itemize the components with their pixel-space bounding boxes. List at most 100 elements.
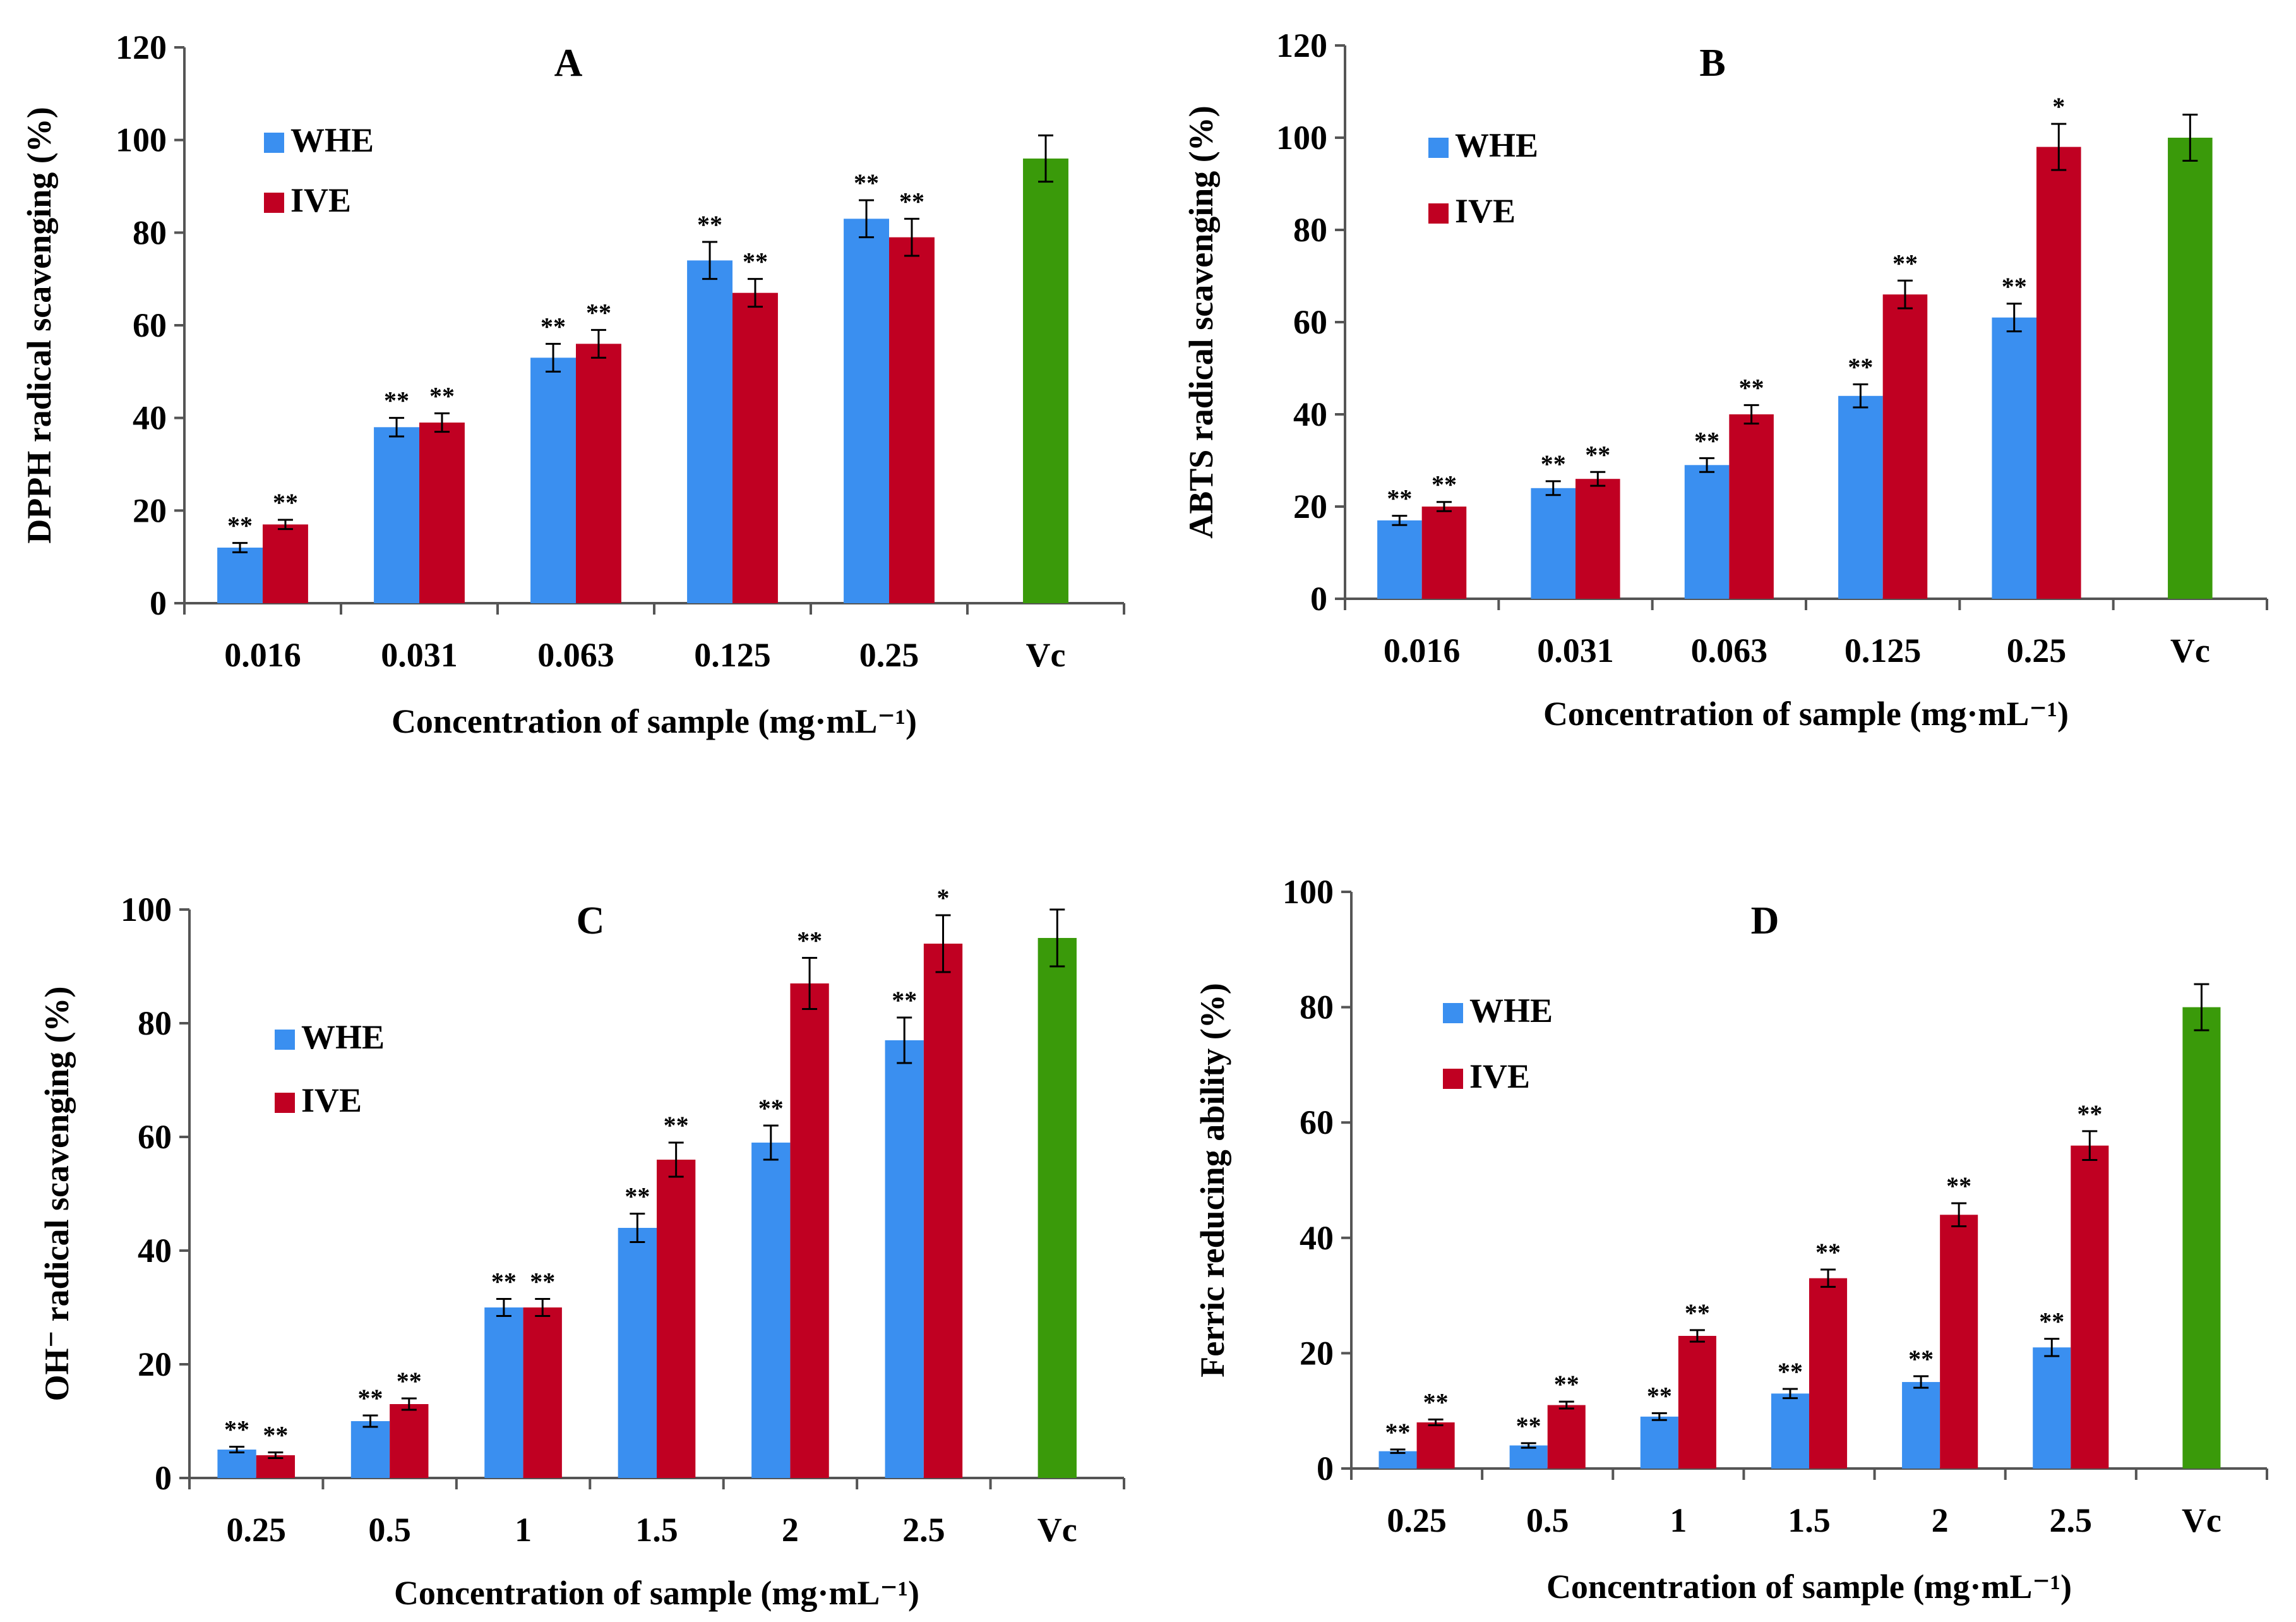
x-axis-title-unit: (mg·mL⁻¹) [1913,1568,2072,1606]
bar-whe [530,357,576,603]
x-tick-label: 2.5 [902,1511,945,1549]
x-tick-label: 2.5 [2050,1501,2093,1539]
bar-vc [2182,1007,2221,1469]
y-axis-title: Ferric reducing ability (%) [1193,983,1231,1377]
bar-whe [751,1143,791,1478]
significance-label: ** [384,387,409,415]
y-tick-label: 120 [116,28,167,66]
significance-label: ** [1694,426,1719,455]
x-tick-label: 0.125 [1845,632,1922,670]
bar-ive [889,237,935,604]
y-tick-label: 60 [1293,303,1327,341]
x-tick-label: 0.5 [368,1511,411,1549]
significance-label: ** [1685,1299,1710,1327]
significance-label: ** [2077,1100,2102,1128]
significance-label: ** [2039,1307,2064,1336]
bar-vc [2168,138,2213,599]
y-tick-label: 20 [138,1345,172,1383]
legend-swatch-whe [264,133,284,153]
y-axis-title: OH⁻ radical scavenging (%) [38,987,76,1402]
legend-label: WHE [301,1018,385,1056]
bar-whe [1771,1393,1809,1469]
x-tick-label: 0.063 [1691,632,1768,670]
legend-swatch-ive [1443,1069,1463,1089]
bar-whe [1378,1451,1417,1469]
bar-vc [1037,938,1077,1478]
x-axis-title-text: Concentration of sample [394,1574,760,1612]
legend-swatch-ive [1428,203,1449,224]
bar-ive [2071,1145,2109,1469]
x-tick-label: 0.25 [859,636,919,674]
x-axis-title-unit: (mg·mL⁻¹) [1910,695,2069,733]
significance-label: ** [1908,1345,1934,1373]
bar-ive [523,1307,562,1478]
significance-label: ** [357,1384,383,1412]
significance-label: ** [664,1111,689,1139]
bar-whe [350,1421,390,1478]
panel-title: B [1699,42,1725,85]
x-tick-label: 0.25 [2007,632,2067,670]
significance-label: ** [1541,450,1566,478]
x-tick-label: 0.125 [694,636,771,674]
significance-label: ** [2002,272,2027,301]
x-tick-label: 0.031 [381,636,458,674]
x-tick-label: 2 [782,1511,799,1549]
bar-ive [2036,147,2081,599]
bar-ive [390,1404,429,1478]
significance-label: ** [1585,440,1610,469]
bar-ive [1882,294,1928,599]
y-tick-label: 80 [138,1004,172,1042]
bar-ive [1809,1278,1848,1469]
bar-whe [618,1228,657,1478]
legend-swatch-whe [1443,1003,1463,1023]
significance-label: ** [1892,249,1918,277]
significance-label: * [2052,92,2065,121]
significance-label: ** [227,512,253,540]
x-tick-label: 0.25 [1387,1501,1447,1539]
bar-ive [1547,1405,1586,1469]
bar-whe [687,260,732,603]
y-tick-label: 80 [133,213,167,251]
bar-whe [885,1040,924,1478]
x-tick-label: 1.5 [1788,1501,1831,1539]
panel-title: C [577,899,605,942]
legend-label: IVE [1455,192,1516,230]
y-tick-label: 0 [1310,580,1327,618]
y-tick-label: 60 [1300,1103,1334,1141]
x-tick-label: 1.5 [635,1511,678,1549]
x-tick-label: 0.016 [224,636,301,674]
y-tick-label: 100 [1276,119,1327,157]
bar-whe [1531,488,1576,599]
significance-label: ** [1385,1418,1411,1446]
panel-title: A [554,42,583,85]
y-tick-label: 100 [1283,873,1334,911]
significance-label: ** [586,298,611,327]
x-axis-title-unit: (mg·mL⁻¹) [760,1574,919,1612]
significance-label: ** [1946,1172,1971,1200]
y-tick-label: 80 [1300,988,1334,1026]
bar-ive [1576,479,1620,599]
bar-ive [1729,414,1774,599]
significance-label: ** [1432,471,1457,499]
x-axis-title: Concentration of sample (mg·mL⁻¹) [1543,695,2069,733]
chart-panel-D: 0 20 40 60 80 100 0.25 0.5 1 1.5 2 2.5 Vc ** ** ** ** ** *… [1193,873,2268,1606]
x-tick-label: 0.5 [1526,1501,1569,1539]
y-tick-label: 100 [116,121,167,159]
y-tick-label: 80 [1293,211,1327,249]
significance-label: * [937,884,950,912]
panel-title: D [1751,899,1779,942]
bar-whe [1509,1445,1548,1469]
significance-label: ** [224,1415,249,1444]
legend-label: WHE [1469,992,1553,1030]
legend-label: WHE [1455,126,1538,164]
bar-whe [484,1307,523,1478]
significance-label: ** [1848,353,1873,381]
bar-whe [2033,1347,2071,1469]
x-axis-title: Concentration of sample (mg·mL⁻¹) [1546,1568,2072,1606]
y-tick-label: 0 [150,584,167,622]
bar-whe [374,427,419,603]
x-tick-label: 1 [1670,1501,1687,1539]
bar-ive [263,524,308,603]
significance-label: ** [854,169,879,197]
